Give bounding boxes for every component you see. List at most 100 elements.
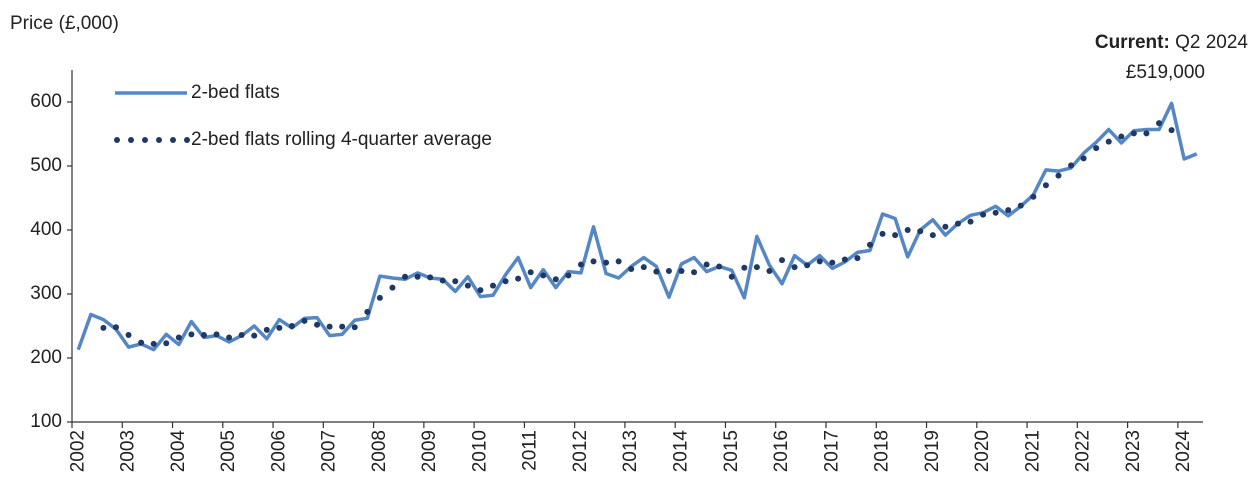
average-dot <box>565 272 572 279</box>
average-dot <box>100 324 107 331</box>
average-dot <box>779 257 786 264</box>
average-dot <box>1030 193 1037 200</box>
legend-swatch <box>156 137 162 143</box>
average-dot <box>200 331 207 338</box>
average-dot <box>276 324 283 331</box>
average-dot <box>1080 155 1087 162</box>
average-dot <box>577 261 584 268</box>
x-tick-label: 2017 <box>821 430 842 472</box>
average-dot <box>728 273 735 280</box>
average-dot <box>628 266 635 273</box>
average-dot <box>841 256 848 263</box>
average-dot <box>703 261 710 268</box>
average-dot <box>150 340 157 347</box>
average-dot <box>753 264 760 271</box>
average-dot <box>238 331 245 338</box>
x-tick-label: 2011 <box>520 430 541 471</box>
x-tick-label: 2014 <box>670 430 691 473</box>
average-dot <box>389 284 396 291</box>
average-dot <box>1093 145 1100 152</box>
average-dot <box>854 255 861 262</box>
average-dot <box>502 278 509 285</box>
average-dot <box>351 324 358 331</box>
average-dot <box>741 264 748 271</box>
average-dot <box>125 331 132 338</box>
average-dot <box>1156 120 1163 127</box>
average-dot <box>904 227 911 233</box>
legend-label: 2-bed flats <box>191 82 280 103</box>
x-tick-label: 2006 <box>268 430 289 472</box>
legend-swatch <box>184 137 190 143</box>
x-tick-label: 2007 <box>319 430 340 472</box>
average-dot <box>427 274 434 281</box>
average-dot <box>590 258 597 265</box>
y-tick-label: 200 <box>30 347 62 368</box>
x-tick-label: 2002 <box>67 430 88 472</box>
average-dot <box>138 339 145 346</box>
average-dot <box>527 269 534 276</box>
average-dot <box>464 282 471 289</box>
average-dot <box>879 230 886 237</box>
x-tick-label: 2018 <box>872 430 893 472</box>
average-dot <box>615 258 622 265</box>
average-dot <box>1005 207 1012 214</box>
x-tick-label: 2024 <box>1173 430 1194 473</box>
y-tick-label: 500 <box>30 155 62 176</box>
average-dot <box>929 232 936 239</box>
x-tick-label: 2003 <box>118 430 139 472</box>
annotation: Current: Q2 2024 <box>1095 32 1249 53</box>
average-dot <box>326 323 333 330</box>
average-dot <box>402 273 409 280</box>
x-tick-label: 2015 <box>721 430 742 472</box>
average-dot <box>917 228 924 235</box>
average-dot <box>892 232 899 239</box>
average-dot <box>716 263 723 270</box>
average-dot <box>226 334 233 341</box>
average-dot <box>251 332 258 339</box>
average-dot <box>552 276 559 283</box>
average-dot <box>866 241 873 248</box>
average-dot <box>288 323 295 329</box>
average-dot <box>691 269 698 276</box>
annotation-value: £519,000 <box>1126 62 1205 83</box>
average-dot <box>213 331 220 338</box>
x-tick-label: 2020 <box>972 430 993 472</box>
average-dot <box>339 323 346 330</box>
x-tick-label: 2021 <box>1022 430 1043 472</box>
average-dot <box>1143 130 1150 137</box>
average-dot <box>112 324 119 331</box>
x-tick-label: 2019 <box>922 430 943 472</box>
annotation-period: Q2 2024 <box>1175 32 1248 53</box>
average-dot <box>1017 202 1024 209</box>
average-dot <box>980 211 987 218</box>
average-dot <box>678 267 685 274</box>
average-dot <box>992 209 999 216</box>
average-dot <box>766 267 773 274</box>
average-dot <box>477 287 484 294</box>
average-dot <box>515 275 522 282</box>
average-dot <box>301 317 308 324</box>
y-tick-label: 100 <box>30 411 62 432</box>
average-dot <box>175 334 182 341</box>
average-dot <box>967 218 974 225</box>
x-tick-label: 2012 <box>570 430 591 472</box>
y-tick-label: 400 <box>30 219 62 240</box>
average-dot <box>603 259 610 266</box>
average-dot <box>489 282 496 289</box>
average-dot <box>263 326 270 333</box>
x-tick-label: 2010 <box>469 430 490 472</box>
average-dot <box>1130 130 1137 137</box>
x-tick-label: 2016 <box>771 430 792 472</box>
legend-label: 2-bed flats rolling 4-quarter average <box>191 129 492 150</box>
x-tick-label: 2013 <box>620 430 641 472</box>
average-dot <box>1168 127 1175 134</box>
average-dot <box>314 321 321 328</box>
average-dot <box>942 223 949 230</box>
average-dot <box>1118 133 1125 140</box>
x-tick-label: 2009 <box>419 430 440 472</box>
average-dot <box>804 262 811 269</box>
x-tick-label: 2023 <box>1123 430 1144 472</box>
price-line <box>76 101 1198 352</box>
annotation-label: Current: <box>1095 32 1170 53</box>
